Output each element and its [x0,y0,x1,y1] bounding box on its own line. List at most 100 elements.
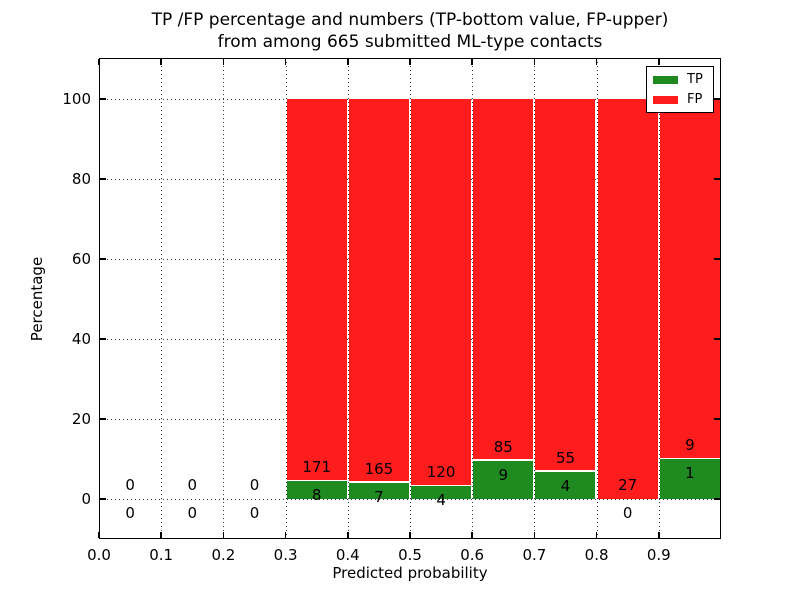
y-tick-label: 0 [81,490,91,508]
y-tick-left [100,498,106,500]
y-tick-right [714,98,720,100]
x-tick-top [471,59,473,65]
y-tick-label: 100 [62,90,91,108]
x-tick-label: 0.5 [398,546,422,564]
gridline-horizontal [99,179,721,180]
legend-label: TP [687,72,703,87]
legend-entry-fp: FP [653,92,713,107]
x-tick-top [533,59,536,65]
x-tick-bottom [409,532,411,538]
y-tick-label: 60 [71,250,91,268]
bar-tp-segment [659,459,720,499]
x-tick-top [98,59,100,65]
x-tick-label: 0.8 [584,546,609,564]
fp-count-label: 171 [302,458,331,477]
bar-fp-segment [286,99,347,480]
bar-fp-segment [597,99,658,499]
tp-count-label: 0 [622,504,633,522]
y-tick-right [714,338,720,340]
x-tick-label: 0.7 [522,546,547,564]
gridline-vertical [161,58,163,539]
fp-count-label: 0 [187,476,198,494]
x-tick-bottom [284,532,287,538]
y-tick-right [714,498,720,500]
bar-tp-segment [411,486,471,499]
y-tick-label: 40 [71,330,91,348]
gridline-vertical [658,58,660,539]
tp-count-label: 0 [187,504,198,522]
gridline-vertical [347,58,349,539]
x-tick-bottom [658,532,660,538]
bar-tp-segment [286,481,347,499]
bar-fp-segment [348,99,409,482]
y-tick-left [100,418,106,420]
gridline-vertical [410,58,411,539]
x-tick-top [595,59,598,65]
tp-count-label: 8 [311,486,322,505]
chart-title-line2: from among 665 submitted ML-type contact… [217,32,603,52]
y-tick-right [714,418,720,420]
x-tick-bottom [98,532,100,538]
tp-swatch-icon [653,75,678,84]
fp-count-label: 120 [426,463,456,482]
chart-title-line1: TP /FP percentage and numbers (TP-bottom… [151,10,669,30]
gridline-horizontal [99,99,721,100]
x-tick-bottom [347,532,349,538]
x-tick-bottom [222,532,225,538]
x-tick-top [658,59,660,65]
x-tick-label: 0.0 [87,546,111,564]
x-tick-top [347,59,349,65]
bar-fp-segment [411,99,471,485]
x-tick-bottom [160,532,162,538]
y-tick-label: 20 [71,410,91,428]
fp-count-label: 27 [618,476,638,494]
chart-title: TP /FP percentage and numbers (TP-bottom… [99,9,721,53]
y-tick-left [100,178,106,180]
x-tick-top [160,59,162,65]
bar-fp-segment [535,99,596,471]
legend-label: FP [687,92,703,107]
y-axis-label: Percentage [28,256,46,342]
bar-tp-segment [348,482,409,499]
x-tick-bottom [471,532,473,538]
tp-count-label: 0 [125,504,135,522]
y-tick-left [100,98,106,100]
gridline-horizontal [99,339,721,340]
gridline-horizontal [99,419,721,420]
fp-count-label: 165 [364,459,394,478]
x-tick-label: 0.4 [335,546,360,564]
gridline-vertical [285,58,287,539]
x-axis-label: Predicted probability [332,564,488,582]
x-tick-label: 0.1 [149,546,174,564]
gridline-horizontal [99,499,721,500]
tp-count-label: 9 [498,465,509,484]
tp-count-label: 0 [249,504,260,522]
y-tick-label: 80 [71,170,91,188]
tp-count-label: 4 [560,476,571,495]
x-tick-label: 0.3 [273,546,298,564]
fp-count-label: 9 [685,436,695,454]
bar-fp-segment [473,99,534,460]
x-tick-label: 0.2 [211,546,236,564]
fp-count-label: 0 [125,476,135,494]
fp-count-label: 55 [555,448,576,467]
tp-count-label: 1 [685,464,695,482]
x-tick-top [284,59,287,65]
x-tick-top [222,59,225,65]
tp-count-label: 4 [436,491,446,510]
x-tick-label: 0.9 [646,546,671,564]
fp-count-label: 85 [493,437,513,456]
y-tick-right [714,258,720,260]
y-tick-left [100,338,106,340]
x-tick-bottom [595,532,598,538]
bar-tp-segment [473,460,534,499]
gridline-vertical [223,58,225,539]
bar-tp-segment [535,471,596,499]
legend: TP FP [646,66,714,113]
gridline-vertical [534,58,536,539]
